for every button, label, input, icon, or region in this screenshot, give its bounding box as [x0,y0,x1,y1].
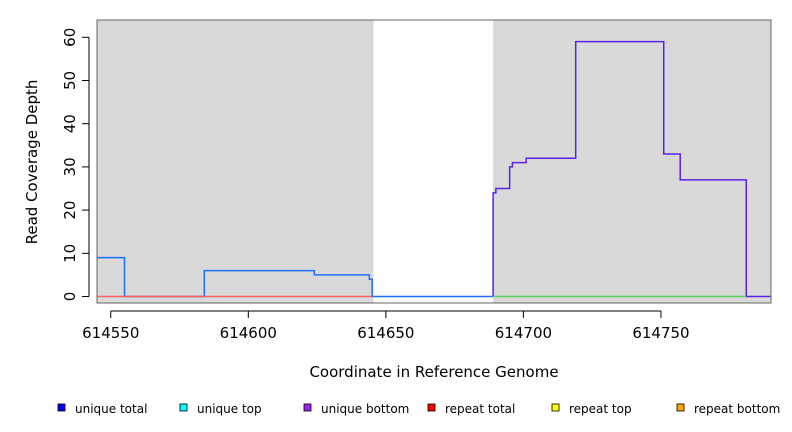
y-tick-label: 20 [61,201,79,220]
y-tick-label: 50 [61,71,79,90]
legend-label: repeat total [445,402,515,416]
legend-swatch [676,403,685,412]
shaded-background [97,20,771,303]
shade-left [97,20,374,303]
shade-right [493,20,771,303]
legend-label: repeat bottom [694,402,780,416]
legend-label: repeat top [569,402,632,416]
x-tick-label: 614600 [220,324,277,342]
y-axis: 0 10 20 30 40 50 60 [61,28,90,302]
series-line-unique-bottom [492,40,771,298]
y-tick-label: 10 [61,244,79,263]
legend-swatch [427,403,436,412]
x-axis-title: Coordinate in Reference Genome [309,363,558,381]
legend-label: unique total [75,402,147,416]
y-tick-label: 0 [61,292,79,302]
x-tick-label: 614550 [82,324,139,342]
legend: unique total unique top unique bottom repea… [57,402,780,416]
legend-swatch [303,403,312,412]
x-tick-label: 614750 [632,324,689,342]
series-layer [97,40,771,298]
legend-label: unique top [197,402,262,416]
legend-swatch [57,403,66,412]
legend-swatch [179,403,188,412]
x-tick-label: 614650 [357,324,414,342]
y-axis-title: Read Coverage Depth [23,80,41,245]
y-tick-label: 60 [61,28,79,47]
legend-label: unique bottom [321,402,409,416]
y-tick-label: 30 [61,157,79,176]
x-tick-label: 614700 [495,324,552,342]
plot-frame [96,19,772,304]
y-tick-label: 40 [61,114,79,133]
legend-swatch [551,403,560,412]
series-line-unique-total [97,256,494,298]
x-axis: 614550 614600 614650 614700 614750 [82,310,690,342]
